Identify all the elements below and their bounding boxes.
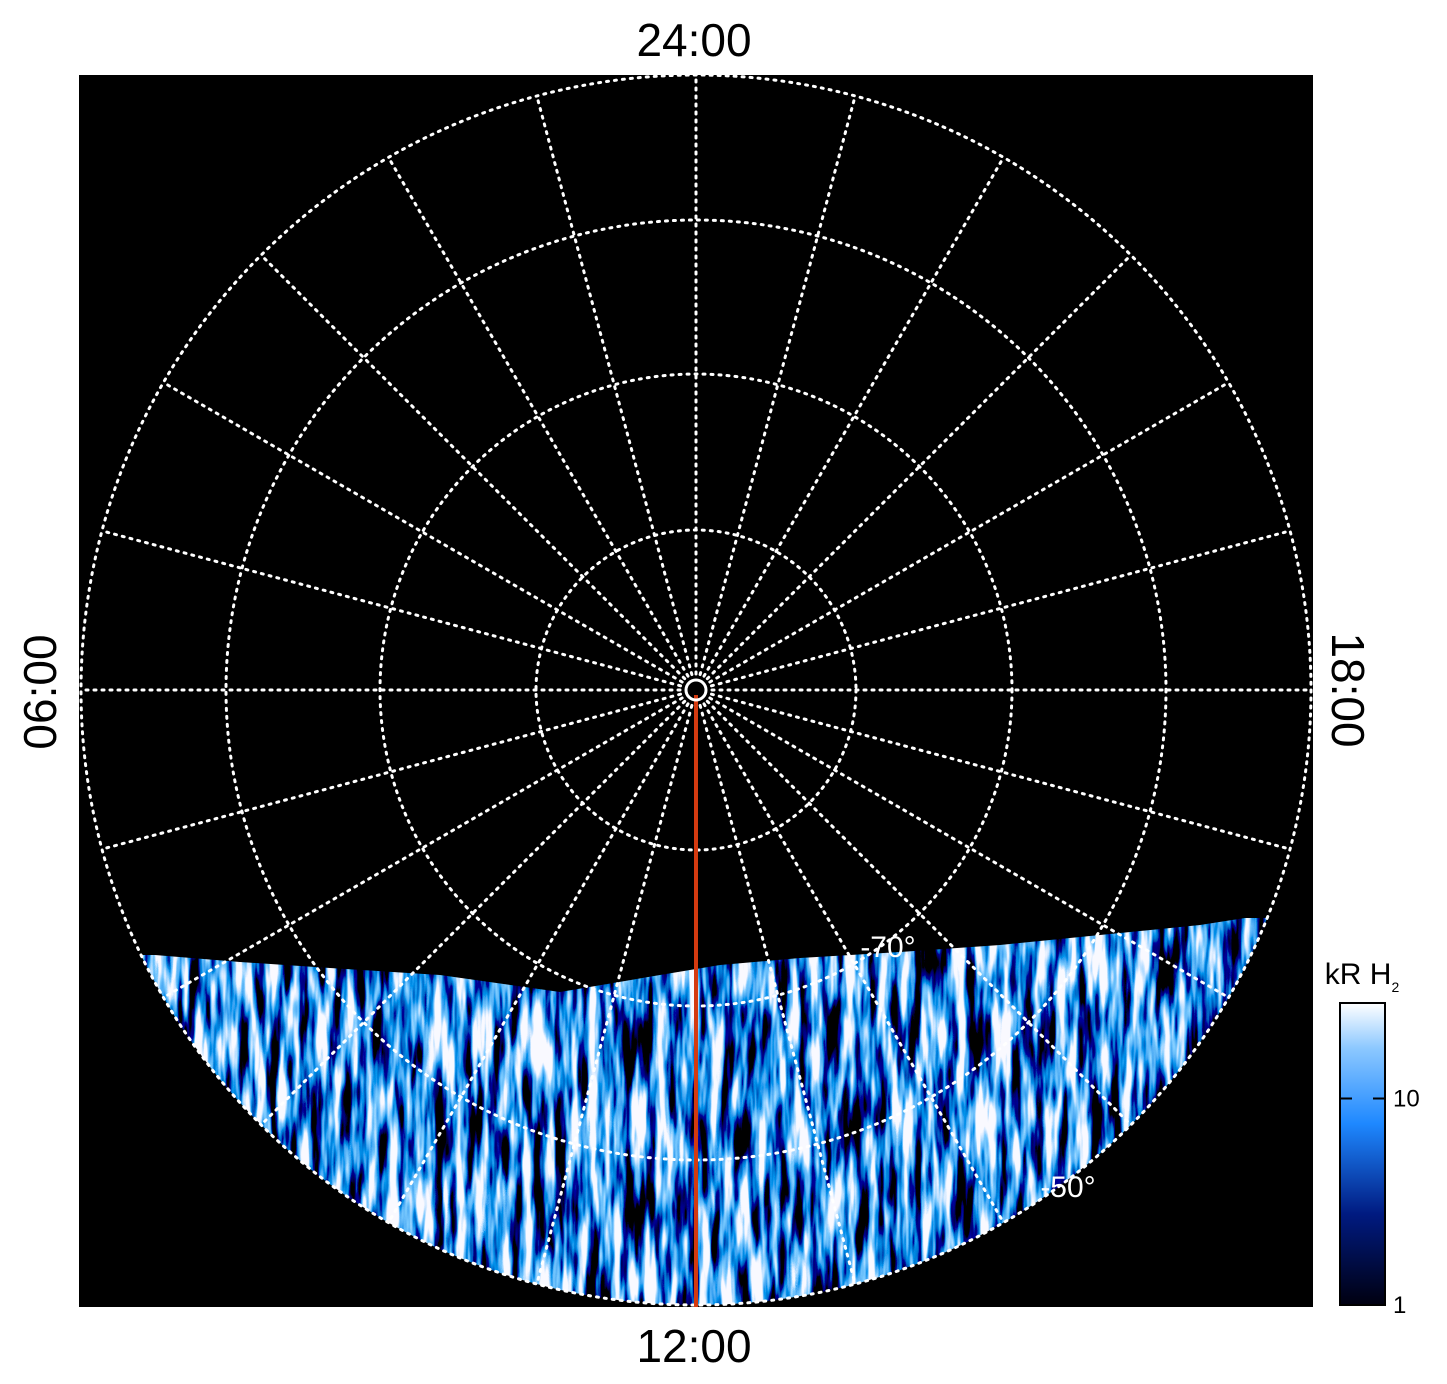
meridian-line: [259, 253, 687, 681]
colorbar-title-main: kR H: [1325, 958, 1392, 991]
meridian-line: [535, 94, 694, 677]
meridian-line: [698, 703, 857, 1286]
pole-marker: [684, 678, 708, 702]
meridian-line: [702, 155, 1005, 678]
meridian-line: [709, 529, 1292, 688]
colorbar-title: kR H2: [1325, 958, 1400, 995]
meridian-line: [259, 699, 687, 1127]
meridian-line: [705, 699, 1133, 1127]
meridian-line: [100, 692, 683, 851]
colorbar-tick-label: 10: [1393, 1085, 1420, 1112]
colorbar-ticks: 1 10: [1340, 1085, 1420, 1319]
meridian-line: [705, 253, 1133, 681]
meridian-line: [708, 696, 1231, 999]
meridian-line: [709, 692, 1292, 851]
local-time-label: 18:00: [1322, 632, 1374, 747]
meridian-line: [387, 702, 690, 1225]
meridian-line: [100, 529, 683, 688]
latitude-circle: [79, 75, 1313, 1307]
meridian-line: [161, 381, 684, 684]
meridian-line: [702, 702, 1005, 1225]
meridian-line: [535, 703, 694, 1286]
local-time-label: 12:00: [636, 1320, 751, 1372]
meridian-line: [161, 696, 684, 999]
meridian-line: [698, 94, 857, 677]
latitude-label: -70°: [860, 931, 915, 964]
local-time-label: 24:00: [636, 14, 751, 66]
colorbar: [1339, 1002, 1386, 1306]
local-time-label: 06:00: [14, 634, 66, 749]
meridian-line: [387, 155, 690, 678]
colorbar-tick-label: 1: [1393, 1292, 1406, 1319]
latitude-label: -50°: [1040, 1171, 1095, 1204]
meridian-line: [708, 381, 1231, 684]
colorbar-title-subscript: 2: [1391, 979, 1399, 995]
